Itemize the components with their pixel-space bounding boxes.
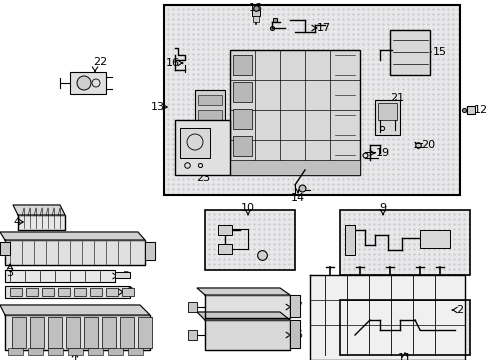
Polygon shape (13, 205, 65, 215)
Polygon shape (204, 320, 289, 350)
Bar (180, 128, 209, 158)
Bar (48, 348, 63, 355)
Bar (102, 317, 116, 348)
Bar (48, 317, 62, 348)
Polygon shape (18, 215, 65, 230)
Text: 13: 13 (151, 102, 164, 112)
Bar (204, 210, 294, 270)
Bar (30, 317, 44, 348)
Polygon shape (289, 295, 299, 317)
Bar (66, 317, 80, 348)
Bar (12, 317, 26, 348)
Text: 14: 14 (290, 193, 305, 203)
Circle shape (77, 76, 91, 90)
Text: 16: 16 (165, 58, 180, 68)
Text: 20: 20 (420, 140, 434, 150)
Bar (198, 125, 222, 135)
Text: 5: 5 (122, 271, 129, 281)
Polygon shape (145, 242, 155, 260)
Bar (163, 5, 459, 195)
Text: 9: 9 (379, 203, 386, 213)
Bar (229, 50, 359, 175)
Bar (232, 109, 251, 129)
Bar (42, 288, 54, 296)
Bar (377, 103, 396, 120)
Bar (28, 348, 43, 355)
Bar (232, 136, 251, 156)
Bar (218, 225, 231, 235)
Bar (163, 5, 459, 195)
Text: 12: 12 (473, 105, 487, 115)
Polygon shape (5, 270, 115, 282)
Polygon shape (309, 275, 464, 360)
Bar (84, 317, 98, 348)
Bar (138, 317, 152, 348)
Bar (120, 317, 134, 348)
Bar (187, 330, 197, 340)
Polygon shape (204, 295, 289, 318)
Text: 17: 17 (316, 23, 330, 33)
Bar (108, 348, 123, 355)
Bar (345, 225, 354, 255)
Bar (251, 10, 260, 16)
Bar (68, 348, 83, 355)
Polygon shape (0, 242, 10, 255)
Bar (389, 30, 429, 75)
Text: 4: 4 (13, 217, 20, 227)
Polygon shape (0, 305, 150, 315)
Text: 15: 15 (432, 47, 446, 57)
Bar (70, 72, 106, 94)
Polygon shape (289, 320, 299, 348)
Polygon shape (197, 312, 289, 320)
Polygon shape (0, 232, 145, 240)
Bar (232, 55, 251, 75)
Text: 8: 8 (126, 287, 133, 297)
Bar (58, 288, 70, 296)
Bar (8, 348, 23, 355)
Bar (204, 210, 294, 270)
Bar (339, 300, 469, 355)
Bar (339, 300, 469, 355)
Bar (175, 120, 229, 175)
Bar (122, 288, 134, 296)
Text: 11: 11 (397, 353, 411, 360)
Text: 19: 19 (375, 148, 389, 158)
Bar (252, 16, 259, 22)
Text: 23: 23 (196, 173, 210, 183)
Bar (339, 210, 469, 275)
Bar (229, 160, 359, 175)
Bar (232, 82, 251, 102)
Text: 21: 21 (389, 93, 403, 103)
Text: 6: 6 (295, 330, 302, 340)
Bar (374, 100, 399, 135)
Bar (128, 348, 142, 355)
Polygon shape (5, 240, 145, 265)
Bar (187, 302, 197, 312)
Bar (88, 348, 103, 355)
Bar (198, 140, 222, 150)
Bar (419, 230, 449, 248)
Polygon shape (197, 288, 289, 295)
Text: 3: 3 (6, 268, 14, 278)
Bar (90, 288, 102, 296)
Text: 10: 10 (241, 203, 254, 213)
Text: 18: 18 (248, 3, 263, 13)
Text: 2: 2 (455, 305, 463, 315)
Bar (5, 286, 130, 298)
Bar (339, 210, 469, 275)
Text: 7: 7 (295, 302, 302, 312)
Bar (195, 90, 224, 155)
Polygon shape (115, 272, 130, 278)
Polygon shape (5, 315, 150, 350)
Bar (106, 288, 118, 296)
Bar (10, 288, 22, 296)
Text: 1: 1 (71, 353, 79, 360)
Bar (26, 288, 38, 296)
Bar (198, 110, 222, 120)
Bar (74, 288, 86, 296)
Bar (198, 95, 222, 105)
Bar (218, 244, 231, 254)
Text: 22: 22 (93, 57, 107, 67)
